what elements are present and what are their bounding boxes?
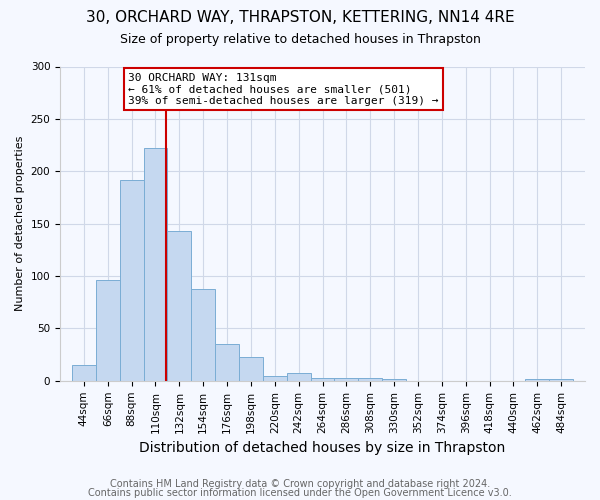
- Bar: [549, 378, 573, 381]
- Y-axis label: Number of detached properties: Number of detached properties: [15, 136, 25, 312]
- Bar: [239, 356, 263, 381]
- Text: Contains public sector information licensed under the Open Government Licence v3: Contains public sector information licen…: [88, 488, 512, 498]
- Text: 30 ORCHARD WAY: 131sqm
← 61% of detached houses are smaller (501)
39% of semi-de: 30 ORCHARD WAY: 131sqm ← 61% of detached…: [128, 73, 439, 106]
- Bar: [287, 374, 311, 381]
- X-axis label: Distribution of detached houses by size in Thrapston: Distribution of detached houses by size …: [139, 441, 506, 455]
- Bar: [526, 378, 549, 381]
- Bar: [119, 180, 143, 381]
- Bar: [167, 231, 191, 381]
- Bar: [96, 280, 119, 381]
- Bar: [334, 378, 358, 381]
- Text: Size of property relative to detached houses in Thrapston: Size of property relative to detached ho…: [119, 32, 481, 46]
- Bar: [72, 365, 96, 381]
- Bar: [358, 378, 382, 381]
- Bar: [311, 378, 334, 381]
- Text: 30, ORCHARD WAY, THRAPSTON, KETTERING, NN14 4RE: 30, ORCHARD WAY, THRAPSTON, KETTERING, N…: [86, 10, 514, 25]
- Bar: [263, 376, 287, 381]
- Bar: [382, 378, 406, 381]
- Bar: [143, 148, 167, 381]
- Text: Contains HM Land Registry data © Crown copyright and database right 2024.: Contains HM Land Registry data © Crown c…: [110, 479, 490, 489]
- Bar: [191, 288, 215, 381]
- Bar: [215, 344, 239, 381]
